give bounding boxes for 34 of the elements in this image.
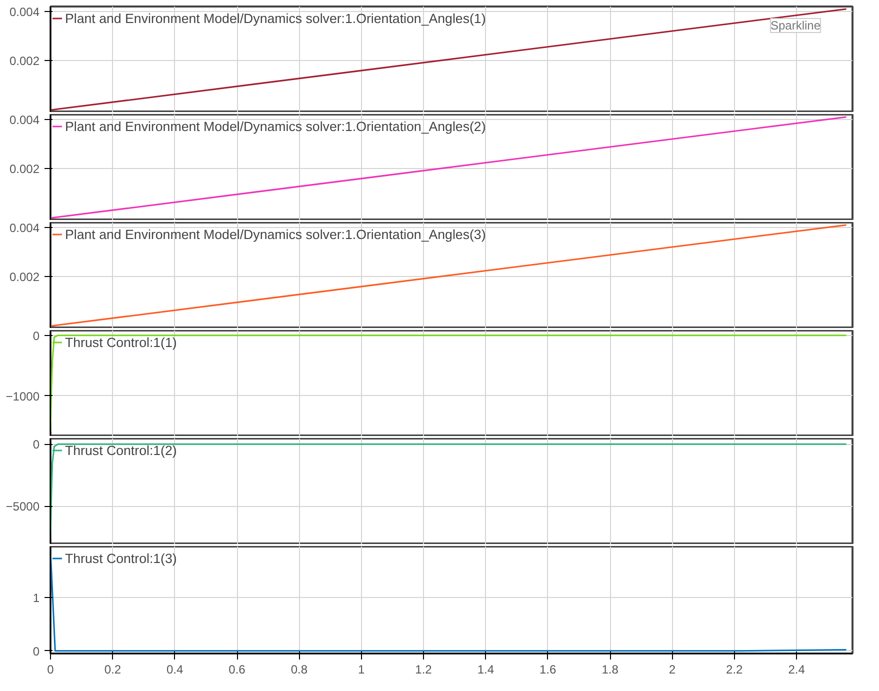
x-tick-label: 1.4 xyxy=(477,662,494,676)
y-tick-label: 0 xyxy=(32,644,40,658)
y-tick-label: 0.004 xyxy=(9,220,40,235)
y-tick-label: 0.002 xyxy=(9,162,40,176)
y-tick-label: −1000 xyxy=(6,389,40,404)
x-tick-label: 0.2 xyxy=(104,662,122,676)
y-tick-label: 0.002 xyxy=(9,54,40,68)
x-tick-label: 2.4 xyxy=(788,662,806,676)
annotation: Sparkline xyxy=(770,18,821,32)
x-tick-label: 0.6 xyxy=(228,662,246,676)
y-tick-label: 0.004 xyxy=(9,112,40,127)
text: Plant and Environment Model/Dynamics solver:1.Orientation_Angles(2) xyxy=(65,118,486,134)
y-tick-label: 1 xyxy=(32,590,40,605)
x-tick-label: 1.8 xyxy=(602,662,619,676)
y-tick-label: 0 xyxy=(32,438,40,452)
line-series xyxy=(50,443,848,540)
line-series xyxy=(50,334,848,434)
x-tick-label: 1.2 xyxy=(415,662,432,676)
series-label: Thrust Control:1(1) xyxy=(65,334,177,350)
x-tick-label: 2 xyxy=(668,662,676,676)
text: Plant and Environment Model/Dynamics solver:1.Orientation_Angles(3) xyxy=(65,226,486,242)
y-tick-label: 0.002 xyxy=(9,270,40,284)
x-tick-label: 0.4 xyxy=(166,662,184,676)
y-tick-label: 0 xyxy=(32,328,40,343)
text: Plant and Environment Model/Dynamics solver:1.Orientation_Angles(1) xyxy=(65,10,486,26)
y-tick-label: −5000 xyxy=(6,500,40,514)
series-label: Thrust Control:1(3) xyxy=(65,550,177,566)
series-label: Thrust Control:1(2) xyxy=(65,442,177,458)
x-tick-label: 2.2 xyxy=(726,662,744,676)
x-tick-label: 1.6 xyxy=(540,662,557,676)
x-tick-label: 0 xyxy=(47,662,54,676)
y-tick-label: 0.004 xyxy=(9,4,40,19)
x-tick-label: 0.8 xyxy=(290,662,308,676)
x-tick-label: 1 xyxy=(358,662,366,676)
